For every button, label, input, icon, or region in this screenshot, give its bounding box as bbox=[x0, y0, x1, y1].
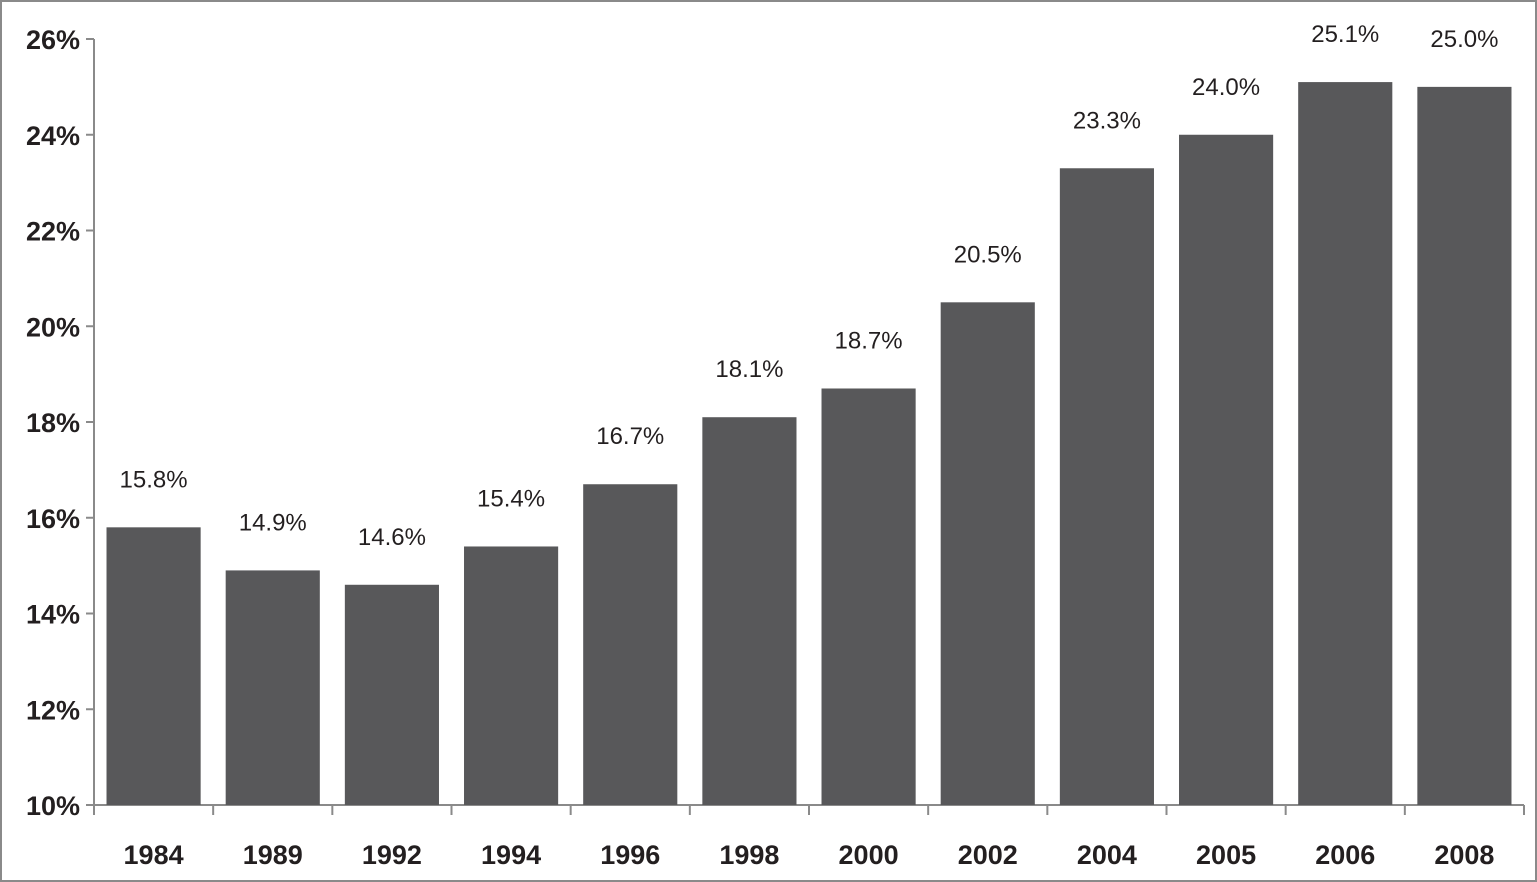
bar-1998 bbox=[702, 417, 797, 805]
y-tick-label: 24% bbox=[26, 121, 80, 151]
y-tick-label: 26% bbox=[26, 25, 80, 55]
data-label: 25.0% bbox=[1430, 26, 1498, 53]
x-tick-label: 1996 bbox=[600, 840, 660, 870]
bar-2006 bbox=[1298, 82, 1393, 805]
x-tick-label: 1992 bbox=[362, 840, 422, 870]
data-label: 18.7% bbox=[835, 327, 903, 354]
bar-1996 bbox=[583, 484, 678, 805]
x-tick-label: 1989 bbox=[243, 840, 303, 870]
y-tick-label: 16% bbox=[26, 504, 80, 534]
y-tick-label: 20% bbox=[26, 312, 80, 342]
y-tick-label: 22% bbox=[26, 217, 80, 247]
bar-2004 bbox=[1059, 168, 1154, 805]
y-tick-label: 12% bbox=[26, 695, 80, 725]
data-label: 14.6% bbox=[358, 524, 426, 551]
bar-2008 bbox=[1417, 86, 1512, 805]
x-tick-label: 2000 bbox=[839, 840, 899, 870]
x-tick-label: 2002 bbox=[958, 840, 1018, 870]
x-tick-label: 1994 bbox=[481, 840, 541, 870]
bar-2002 bbox=[940, 302, 1035, 805]
x-tick-label: 2008 bbox=[1434, 840, 1494, 870]
data-label: 20.5% bbox=[954, 241, 1022, 268]
bar-2005 bbox=[1179, 134, 1274, 805]
data-label: 18.1% bbox=[715, 356, 783, 383]
labels: 10% 12% 14% 16% 18% 20% 22% 24% 26% 15.8% 1984 14.9… bbox=[26, 21, 1498, 870]
x-tick-label: 2006 bbox=[1315, 840, 1375, 870]
data-label: 14.9% bbox=[239, 509, 307, 536]
bar-1984 bbox=[106, 527, 201, 805]
data-label: 24.0% bbox=[1192, 74, 1260, 101]
bars bbox=[106, 82, 1512, 805]
bar-1994 bbox=[464, 546, 559, 805]
data-label: 25.1% bbox=[1311, 21, 1379, 48]
axes bbox=[86, 38, 1525, 815]
bar-1989 bbox=[225, 570, 320, 805]
y-tick-label: 18% bbox=[26, 408, 80, 438]
data-label: 15.4% bbox=[477, 485, 545, 512]
bar-2000 bbox=[821, 388, 916, 805]
x-tick-label: 2004 bbox=[1077, 840, 1137, 870]
data-label: 23.3% bbox=[1073, 107, 1141, 134]
data-label: 16.7% bbox=[596, 423, 664, 450]
data-label: 15.8% bbox=[120, 466, 188, 493]
y-tick-label: 10% bbox=[26, 791, 80, 821]
x-tick-label: 2005 bbox=[1196, 840, 1256, 870]
x-tick-label: 1998 bbox=[719, 840, 779, 870]
bar-1992 bbox=[344, 584, 439, 805]
y-tick-label: 14% bbox=[26, 600, 80, 630]
x-tick-label: 1984 bbox=[124, 840, 184, 870]
